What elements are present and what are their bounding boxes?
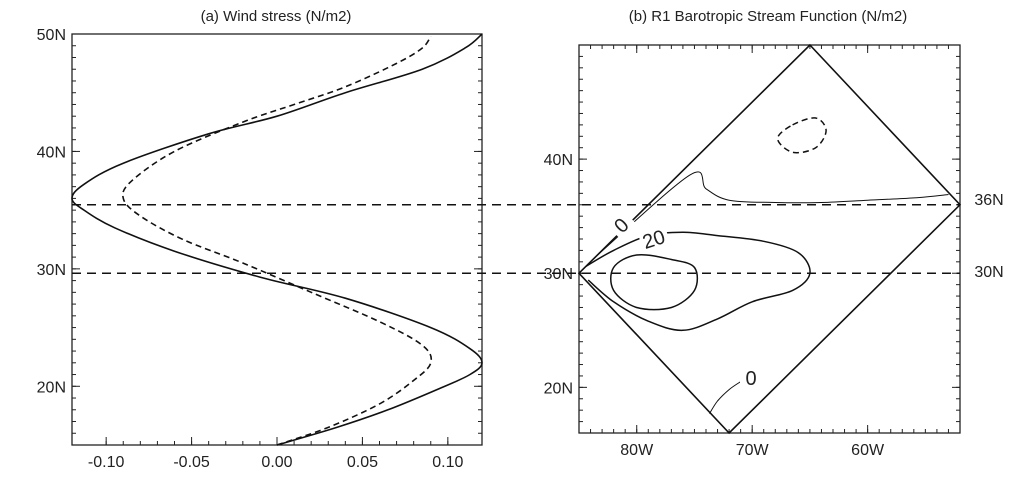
- panel-b-contour: [597, 171, 949, 256]
- panel-a-series-dashed: [121, 35, 433, 446]
- panel-a-ytick-label: 40N: [37, 144, 66, 161]
- panel-a-xtick-label: -0.10: [88, 454, 125, 471]
- panel-b-ytick-label: 20N: [544, 380, 573, 397]
- panel-a-ytick-label: 30N: [37, 262, 66, 279]
- panel-b-title: (b) R1 Barotropic Stream Function (N/m2): [629, 8, 907, 25]
- panel-a-frame: [71, 33, 483, 446]
- panel-b-ytick-label: 30N: [544, 266, 573, 283]
- panel-b-contours: [577, 43, 962, 435]
- panel-a-ytick-label: 20N: [37, 379, 66, 396]
- panel-b-contour: [709, 381, 741, 414]
- panel-a-series: [71, 33, 483, 446]
- panel-a-series-solid: [71, 33, 483, 446]
- ref-label-36n: 36N: [974, 192, 1003, 209]
- panel-b-xtick-label: 60W: [851, 442, 885, 459]
- panel-a-xtick-label: 0.00: [261, 454, 292, 471]
- panel-b-domain-outline: [577, 43, 962, 435]
- panel-b-ticks: 80W 70W 60W 20N 30N 40N: [544, 45, 960, 459]
- panel-b-frame: [578, 44, 961, 434]
- panel-a-ytick-label: 50N: [37, 27, 66, 44]
- panel-a-ticks: -0.10 -0.05 0.00 0.05 0.10 20N 30N 40N 50N: [37, 27, 482, 471]
- panel-a-xtick-label: 0.05: [347, 454, 378, 471]
- panel-b-ytick-label: 40N: [544, 152, 573, 169]
- panel-a-title: (a) Wind stress (N/m2): [201, 8, 352, 25]
- reference-lines: [72, 204, 960, 274]
- contour-label-zero-lower: 0: [745, 368, 756, 390]
- panel-b-xtick-label: 80W: [620, 442, 654, 459]
- panel-b-xtick-label: 70W: [736, 442, 770, 459]
- panel-a-xtick-label: 0.10: [432, 454, 463, 471]
- panel-b-contour-labels: 0 20 0: [606, 209, 762, 390]
- ref-label-30n: 30N: [974, 264, 1003, 281]
- panel-a-xtick-label: -0.05: [173, 454, 210, 471]
- panel-b-contour: [610, 253, 699, 311]
- panel-b-contour: [776, 117, 827, 154]
